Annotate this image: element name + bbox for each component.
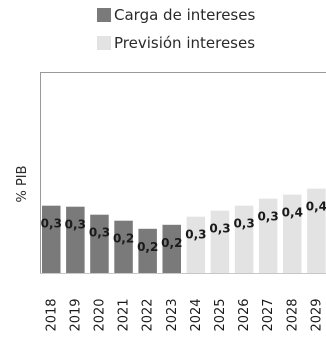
x-tick-label-2025: 2025 — [213, 298, 228, 331]
data-label-2026: 0,3 — [233, 217, 254, 231]
legend-item-prevision: Previsión intereses — [97, 32, 255, 54]
legend-swatch-prevision — [97, 36, 111, 50]
data-label-2018: 0,3 — [41, 217, 62, 231]
bar-2026 — [234, 205, 254, 273]
y-axis-label: % PIB — [15, 165, 30, 202]
bar-2024 — [186, 216, 206, 273]
data-label-2024: 0,3 — [185, 228, 206, 242]
bar-2025 — [210, 210, 230, 273]
bar-2019 — [66, 206, 85, 273]
x-tick-label-2026: 2026 — [237, 298, 252, 331]
x-tick-label-2027: 2027 — [261, 298, 276, 331]
data-label-2027: 0,3 — [257, 210, 278, 224]
legend-label-carga: Carga de intereses — [114, 6, 256, 24]
x-tick-label-2018: 2018 — [44, 298, 59, 331]
bar-2023 — [162, 224, 181, 273]
x-tick-label-2028: 2028 — [285, 298, 300, 331]
data-labels-group: 0,3 0,30,3 0,20,2 0,20,3 0,3 0,30,3 0,4 0,4 — [41, 200, 326, 254]
legend-swatch-carga — [97, 8, 111, 22]
x-tick-label-2019: 2019 — [68, 298, 83, 331]
data-label-2028: 0,4 — [282, 206, 303, 220]
x-tick-label-2020: 2020 — [93, 298, 108, 331]
legend-item-carga: Carga de intereses — [97, 4, 255, 26]
bar-2021 — [114, 220, 133, 273]
bars-group — [42, 188, 326, 273]
bar-2029 — [307, 188, 326, 273]
data-label-2029: 0,4 — [306, 200, 326, 214]
data-label-2025: 0,3 — [209, 222, 230, 236]
x-tick-label-2024: 2024 — [189, 298, 204, 331]
bar-2018 — [42, 205, 61, 273]
bar-2028 — [283, 194, 302, 273]
bar-2027 — [258, 198, 278, 273]
data-label-2019: 0,3 — [65, 218, 86, 232]
data-label-2021: 0,2 — [113, 232, 134, 246]
legend-label-prevision: Previsión intereses — [114, 34, 256, 52]
x-tick-label-2023: 2023 — [165, 298, 180, 331]
x-tick-labels-group: 2018 2019 2020 2021 2022 2023 2024 2025 2026 2027… — [44, 298, 324, 331]
bar-2022 — [138, 228, 157, 273]
data-label-2020: 0,3 — [89, 226, 110, 240]
data-label-2022: 0,2 — [137, 240, 158, 254]
bar-2020 — [90, 214, 109, 273]
data-label-2023: 0,2 — [161, 236, 182, 250]
x-tick-label-2022: 2022 — [141, 298, 156, 331]
x-tick-label-2021: 2021 — [117, 298, 132, 331]
x-tick-label-2029: 2029 — [309, 298, 324, 331]
